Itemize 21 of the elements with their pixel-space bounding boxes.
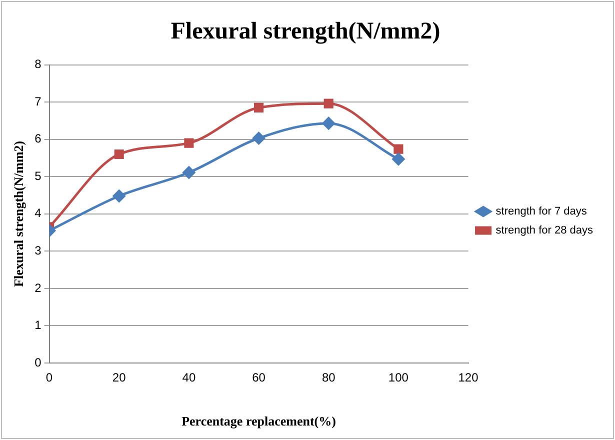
x-tick-label: 40 <box>182 370 196 385</box>
y-axis-title: Flexural strength(N/mm2) <box>11 140 26 287</box>
legend-label: strength for 28 days <box>496 224 594 237</box>
x-tick-label: 60 <box>252 370 266 385</box>
chart-title: Flexural strength(N/mm2) <box>170 18 440 45</box>
x-tick-label: 20 <box>112 370 126 385</box>
y-tick-label: 5 <box>34 168 42 183</box>
y-tick-label: 0 <box>34 355 42 370</box>
y-tick-label: 6 <box>34 132 42 146</box>
x-tick-label: 80 <box>322 370 336 385</box>
legend-label: strength for 7 days <box>496 206 588 218</box>
y-tick-label: 2 <box>34 280 42 295</box>
x-tick-label: 120 <box>458 370 479 385</box>
x-tick-label: 0 <box>46 370 53 385</box>
y-tick-label: 1 <box>34 318 42 332</box>
y-tick-label: 8 <box>34 57 42 72</box>
x-axis-title: Percentage replacement(%) <box>182 414 336 429</box>
x-tick-label: 100 <box>388 370 409 385</box>
y-tick-label: 7 <box>34 94 42 108</box>
y-tick-label: 4 <box>34 206 42 220</box>
y-tick-label: 3 <box>34 243 42 258</box>
